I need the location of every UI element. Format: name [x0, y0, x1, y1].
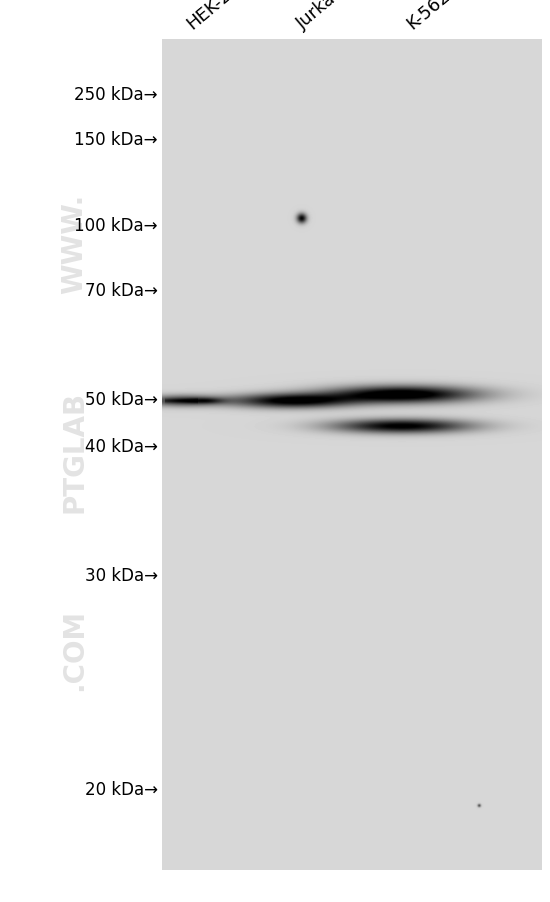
Text: Jurkat: Jurkat	[294, 0, 345, 33]
Text: 20 kDa→: 20 kDa→	[85, 780, 158, 798]
Text: PTGLAB: PTGLAB	[60, 390, 88, 512]
Text: HEK-293T: HEK-293T	[184, 0, 262, 33]
Text: 250 kDa→: 250 kDa→	[74, 86, 158, 104]
Text: 100 kDa→: 100 kDa→	[74, 216, 158, 235]
Text: .COM: .COM	[60, 609, 88, 690]
Text: WWW.: WWW.	[60, 193, 88, 294]
Text: 40 kDa→: 40 kDa→	[85, 437, 158, 456]
Text: 150 kDa→: 150 kDa→	[74, 131, 158, 149]
Text: 50 kDa→: 50 kDa→	[85, 391, 158, 409]
Text: 30 kDa→: 30 kDa→	[85, 566, 158, 584]
Text: 70 kDa→: 70 kDa→	[85, 281, 158, 299]
Text: K-562: K-562	[404, 0, 454, 33]
